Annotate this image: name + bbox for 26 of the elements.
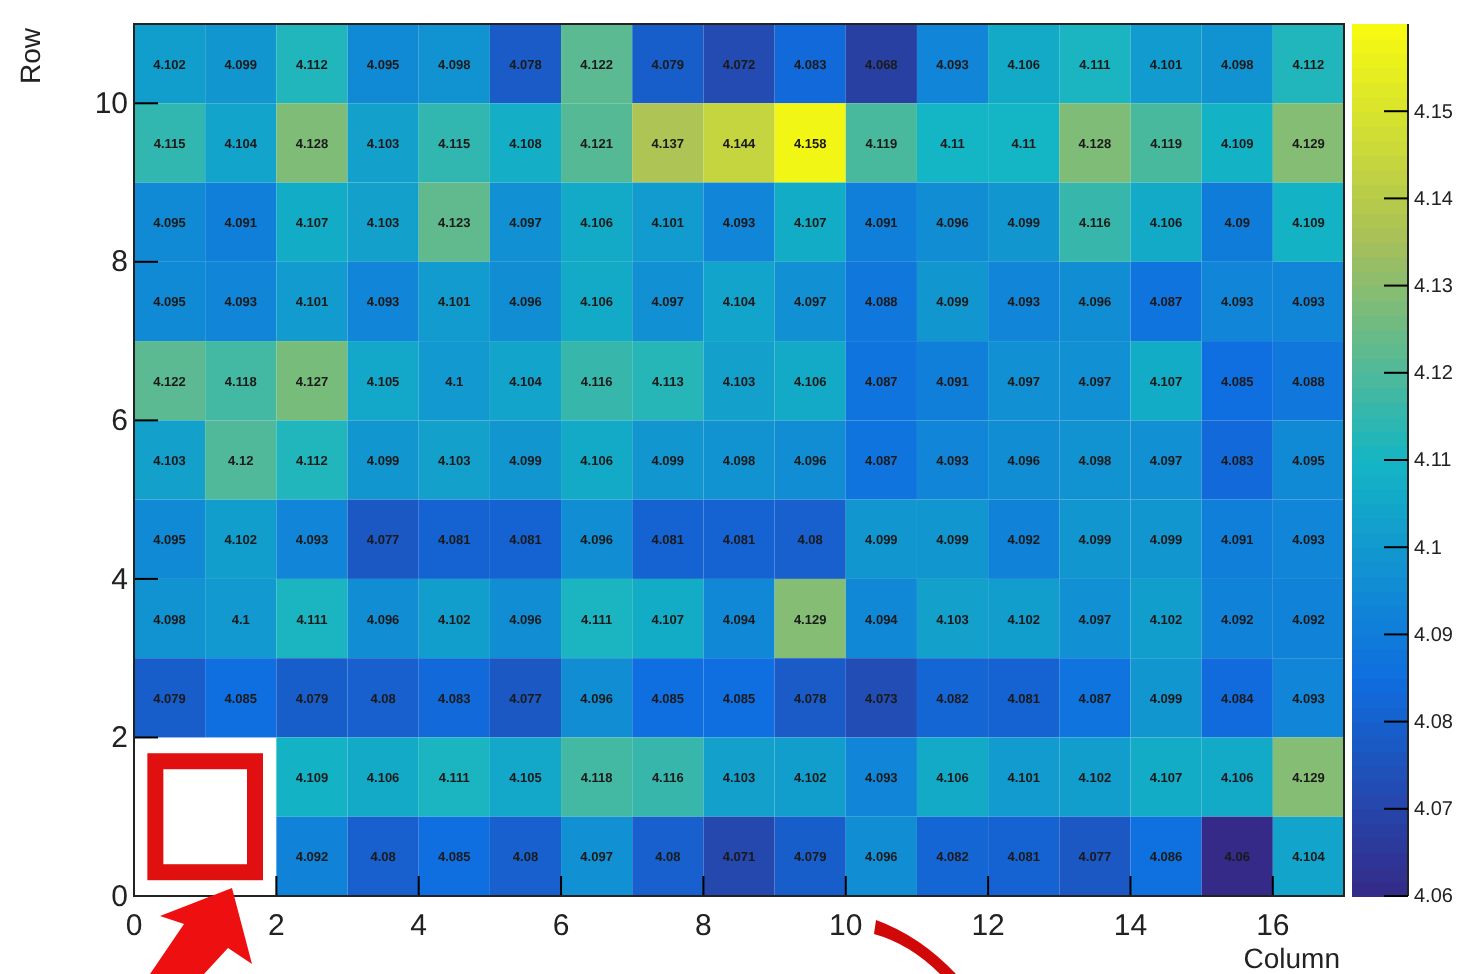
color-bar-label: 4.15	[1414, 101, 1454, 124]
color-bar-label: 4.07	[1414, 799, 1454, 822]
x-tick-label: 10	[829, 909, 863, 943]
y-tick-label: 10	[94, 86, 128, 121]
y-tick-label: 2	[111, 721, 128, 756]
color-bar-label: 4.08	[1414, 712, 1454, 734]
y-tick-label: 0	[111, 879, 128, 914]
x-tick-label: 6	[552, 909, 570, 943]
color-bar-label: 4.14	[1414, 188, 1454, 211]
x-tick-label: 8	[695, 909, 712, 943]
color-bar-label: 4.09	[1414, 624, 1454, 647]
color-bar-label: 4.1	[1414, 537, 1443, 560]
x-tick-label: 2	[268, 909, 285, 943]
x-tick-label: 12	[971, 909, 1005, 943]
y-tick-label: 8	[111, 245, 128, 280]
color-bar-label: 4.06	[1414, 886, 1454, 909]
x-tick-label: 4	[410, 909, 428, 943]
color-bar-label: 4.13	[1414, 276, 1454, 298]
y-tick-label: 4	[111, 562, 128, 597]
y-axis-title: Row	[14, 26, 46, 85]
x-axis-title: Column	[1243, 942, 1340, 974]
y-tick-label: 6	[111, 403, 128, 438]
color-bar-label: 4.11	[1414, 450, 1453, 473]
color-bar-label: 4.12	[1414, 363, 1454, 386]
x-tick-label: 14	[1113, 909, 1148, 943]
x-tick-label: 16	[1256, 909, 1290, 943]
